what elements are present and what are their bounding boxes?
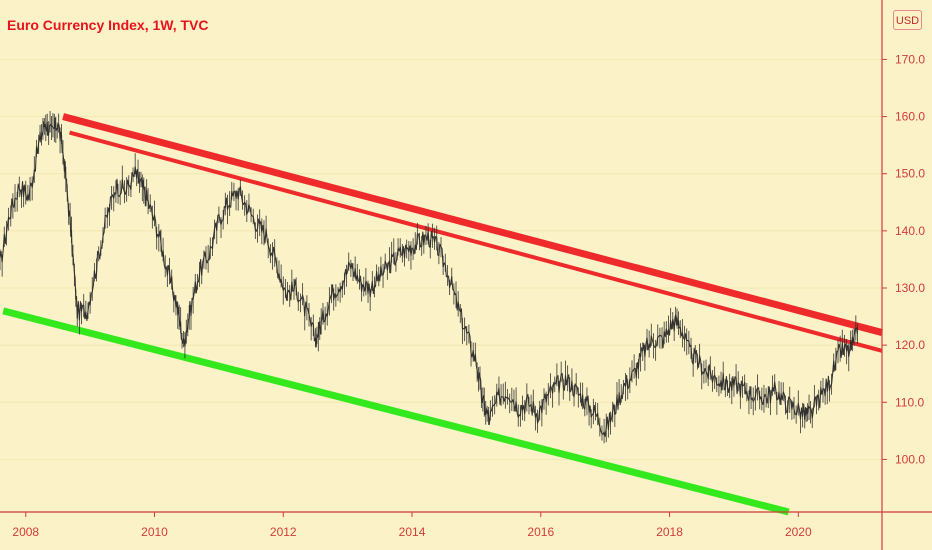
y-tick-label: 110.0	[895, 395, 924, 409]
x-tick-label: 2020	[785, 525, 812, 539]
y-tick-label: 160.0	[895, 110, 925, 124]
price-layer	[0, 111, 859, 444]
x-tick-label: 2008	[12, 525, 39, 539]
x-tick-label: 2018	[656, 525, 683, 539]
x-tick-label: 2014	[399, 525, 426, 539]
x-tick-label: 2012	[270, 525, 297, 539]
y-tick-label: 100.0	[895, 452, 925, 466]
price-line	[0, 117, 859, 437]
y-tick-label: 150.0	[895, 167, 925, 181]
y-tick-label: 120.0	[895, 338, 925, 352]
currency-button[interactable]: USD	[893, 10, 922, 30]
chart-title: Euro Currency Index, 1W, TVC	[7, 17, 209, 33]
y-tick-label: 170.0	[895, 52, 925, 66]
x-tick-label: 2016	[527, 525, 554, 539]
x-tick-label: 2010	[141, 525, 168, 539]
trendline-layer	[2, 113, 883, 516]
resistance-trendline	[69, 130, 883, 353]
support-trendline	[2, 307, 790, 516]
y-tick-label: 140.0	[895, 224, 925, 238]
resistance-trendline	[62, 113, 883, 336]
y-tick-label: 130.0	[895, 281, 925, 295]
